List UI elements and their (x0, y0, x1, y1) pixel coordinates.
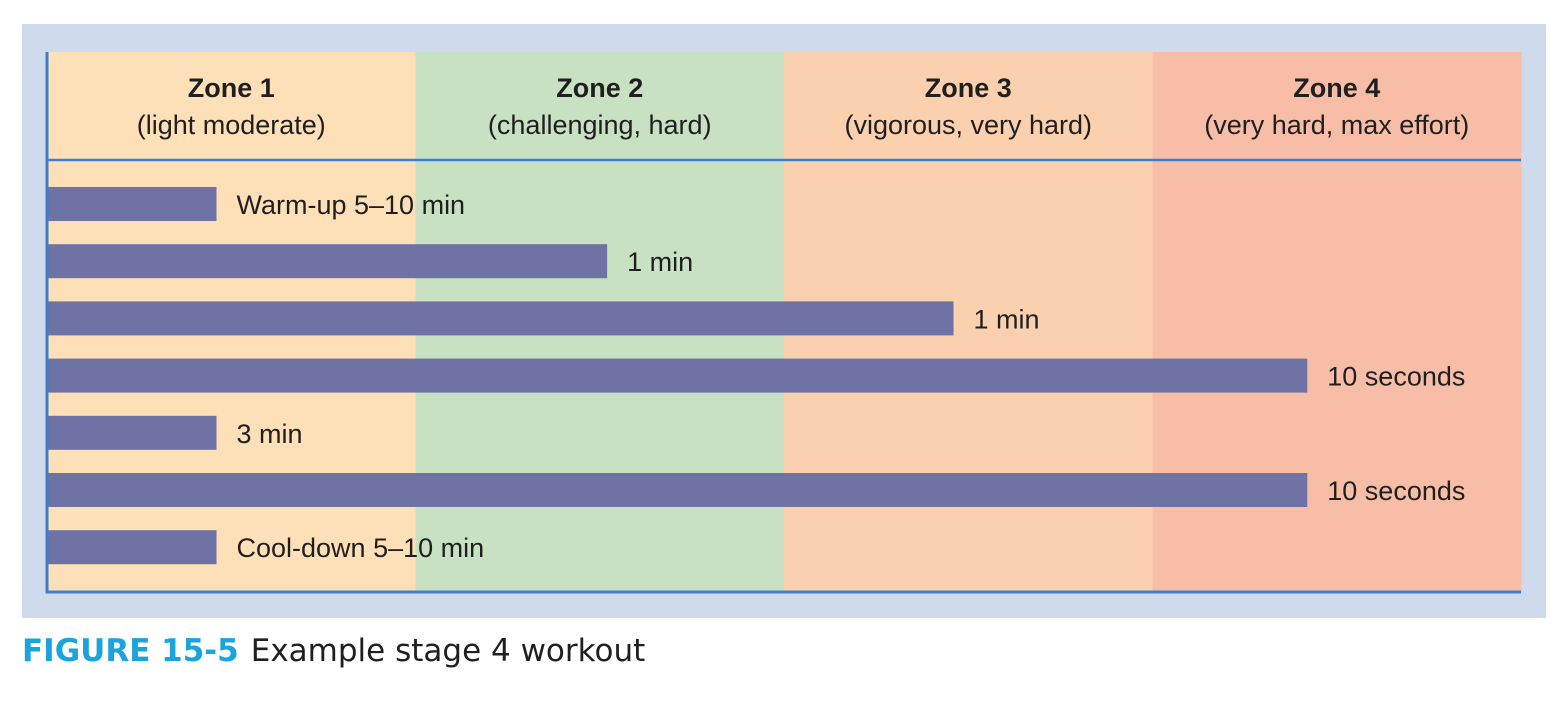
workout-bar-2 (47, 244, 608, 279)
workout-bar-7-label: Cool-down 5–10 min (237, 533, 485, 563)
figure-caption-text: Example stage 4 workout (250, 633, 646, 669)
workout-bar-4-label: 10 seconds (1327, 362, 1465, 392)
workout-bar-1 (47, 187, 217, 221)
zone-1-title: Zone 1 (188, 73, 275, 103)
zone-1-description: (light moderate) (137, 110, 326, 140)
zone-2-description: (challenging, hard) (488, 110, 712, 140)
workout-bar-5-label: 3 min (237, 419, 303, 449)
zone-3-title: Zone 3 (925, 73, 1012, 103)
zone-4-title: Zone 4 (1293, 73, 1380, 103)
figure-label: FIGURE 15-5 (22, 633, 239, 669)
zone-4-description: (very hard, max effort) (1204, 110, 1469, 140)
zone-2-title: Zone 2 (556, 73, 643, 103)
chart-axes (45, 52, 1521, 594)
workout-bar-7 (47, 530, 217, 565)
zone-3-description: (vigorous, very hard) (844, 110, 1092, 140)
workout-bar-6 (47, 473, 1308, 507)
workout-chart: Zone 1 (light moderate) Zone 2 (challenging… (22, 24, 1546, 618)
workout-bar-4 (47, 358, 1308, 393)
zone-headers: Zone 1 (light moderate) Zone 2 (challenging… (137, 73, 1470, 140)
workout-bar-1-label: Warm-up 5–10 min (237, 190, 466, 220)
workout-bar-3-label: 1 min (974, 304, 1040, 334)
workout-bars: Warm-up 5–10 min 1 min 1 min 10 seconds 3 mi… (47, 187, 1465, 565)
workout-bar-5 (47, 415, 217, 450)
workout-bar-2-label: 1 min (627, 247, 693, 277)
figure-caption: FIGURE 15-5 Example stage 4 workout (22, 626, 645, 676)
workout-bar-6-label: 10 seconds (1327, 476, 1465, 506)
workout-bar-3 (47, 301, 954, 336)
